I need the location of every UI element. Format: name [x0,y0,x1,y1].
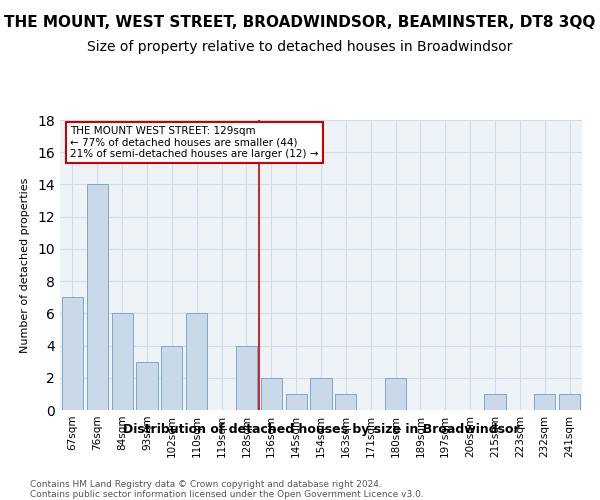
Text: THE MOUNT WEST STREET: 129sqm
← 77% of detached houses are smaller (44)
21% of s: THE MOUNT WEST STREET: 129sqm ← 77% of d… [70,126,319,159]
Text: Distribution of detached houses by size in Broadwindsor: Distribution of detached houses by size … [122,422,520,436]
Y-axis label: Number of detached properties: Number of detached properties [20,178,31,352]
Text: Size of property relative to detached houses in Broadwindsor: Size of property relative to detached ho… [88,40,512,54]
Bar [62,297,83,410]
Bar [236,346,257,410]
Bar [559,394,580,410]
Bar [534,394,555,410]
Bar [136,362,158,410]
Bar [186,314,207,410]
Bar [161,346,182,410]
Bar [112,314,133,410]
Bar [286,394,307,410]
Text: Contains HM Land Registry data © Crown copyright and database right 2024.
Contai: Contains HM Land Registry data © Crown c… [30,480,424,500]
Bar [335,394,356,410]
Bar [484,394,506,410]
Bar [310,378,332,410]
Text: THE MOUNT, WEST STREET, BROADWINDSOR, BEAMINSTER, DT8 3QQ: THE MOUNT, WEST STREET, BROADWINDSOR, BE… [4,15,596,30]
Bar [261,378,282,410]
Bar [87,184,108,410]
Bar [385,378,406,410]
